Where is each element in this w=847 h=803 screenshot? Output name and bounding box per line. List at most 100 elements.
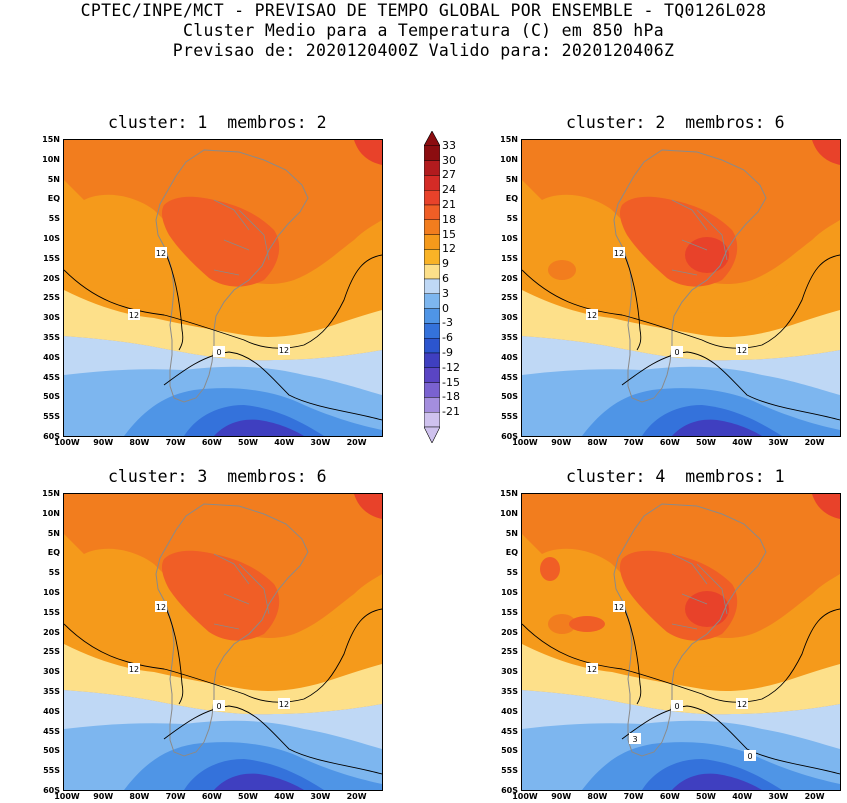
colorbar-label: 24: [442, 183, 456, 197]
colorbar-label: 27: [442, 168, 456, 182]
colorbar-label: 18: [442, 212, 456, 226]
title-line-2: Cluster Medio para a Temperatura (C) em …: [183, 21, 664, 40]
lon-tick-label: 40W: [732, 438, 753, 447]
colorbar-label: 12: [442, 242, 456, 256]
colorbar-label: 15: [442, 227, 456, 241]
lat-tick-label: 45S: [43, 726, 60, 736]
contour-label-12: 12: [614, 249, 624, 258]
lat-tick-label: 30S: [43, 667, 60, 677]
lon-tick-label: 100W: [54, 438, 80, 447]
lon-tick-label: 90W: [93, 438, 114, 447]
contour-label-12: 12: [129, 311, 139, 320]
lat-tick-label: 35S: [43, 333, 60, 342]
lat-tick-label: 40S: [501, 706, 518, 716]
contour-label-0: 0: [674, 702, 679, 711]
colorbar-label: 0: [442, 301, 449, 315]
lat-tick-label: 15N: [42, 489, 60, 498]
colorbar-swatch: [424, 323, 440, 339]
lon-tick-label: 30W: [310, 792, 331, 801]
lon-tick-label: 80W: [587, 792, 608, 801]
lat-tick-label: 50S: [43, 746, 60, 756]
colorbar-swatch: [424, 190, 440, 206]
lat-tick-label: 5N: [47, 528, 60, 538]
lat-tick-label: EQ: [505, 548, 518, 558]
lon-tick-label: 70W: [165, 792, 186, 801]
lat-tick-label: 15N: [42, 135, 60, 144]
map-cluster-3: 12 12 12 0: [63, 493, 383, 791]
lon-tick-label: 60W: [659, 438, 680, 447]
lon-tick-label: 30W: [768, 792, 789, 801]
colorbar-label: -6: [442, 331, 453, 345]
lat-tick-label: 60S: [501, 432, 518, 441]
lat-tick-label: 30S: [501, 667, 518, 677]
lon-tick-label: 60W: [201, 792, 222, 801]
colorbar-swatch: [424, 234, 440, 250]
colorbar-swatch: [424, 263, 440, 280]
lat-tick-label: 50S: [501, 746, 518, 756]
colorbar-swatch: [424, 175, 440, 191]
lon-tick-label: 30W: [768, 438, 789, 447]
contour-label-12: 12: [587, 311, 597, 320]
lat-tick-label: 15S: [43, 607, 60, 617]
map-cluster-2: 12 12 12 0: [521, 139, 841, 437]
lon-tick-label: 80W: [129, 438, 150, 447]
colorbar-label: 9: [442, 257, 449, 271]
colorbar-swatch: [424, 160, 440, 176]
lon-tick-label: 80W: [587, 438, 608, 447]
lat-tick-label: 25S: [501, 293, 518, 303]
colorbar-label: 33: [442, 138, 456, 152]
lat-tick-label: 25S: [43, 293, 60, 303]
lat-tick-label: 25S: [43, 647, 60, 657]
lon-tick-label: 40W: [274, 438, 295, 447]
contour-label-12: 12: [156, 249, 166, 258]
lat-tick-label: 40S: [43, 706, 60, 716]
lon-tick-label: 20W: [346, 792, 367, 801]
lon-tick-label: 90W: [551, 792, 572, 801]
lon-tick-label: 20W: [804, 792, 825, 801]
lat-tick-label: 10N: [42, 154, 60, 164]
colorbar-label: -15: [442, 375, 460, 389]
contour-label-12: 12: [279, 346, 289, 355]
map-cluster-4: 12 12 12 0 3 0: [521, 493, 841, 791]
lat-tick-label: 45S: [501, 372, 518, 382]
lon-tick-label: 50W: [238, 792, 258, 801]
colorbar: [424, 131, 440, 443]
lat-tick-label: 5N: [47, 174, 60, 184]
lat-tick-label: 5S: [506, 568, 518, 578]
lon-tick-label: 50W: [238, 438, 258, 447]
contour-label-0: 0: [216, 348, 221, 357]
colorbar-swatch: [424, 293, 440, 309]
lat-tick-label: 40S: [501, 352, 518, 362]
lat-tick-label: EQ: [505, 194, 518, 204]
lon-tick-label: 80W: [129, 792, 150, 801]
panel-title-4: cluster: 4 membros: 1: [566, 467, 785, 486]
lat-tick-label: 45S: [501, 726, 518, 736]
lat-tick-label: 10N: [42, 508, 60, 518]
contour-label-12: 12: [737, 700, 747, 709]
lat-tick-label: 15N: [500, 489, 518, 498]
lat-tick-label: 5S: [48, 568, 60, 578]
lat-tick-label: 10N: [500, 508, 518, 518]
lat-tick-label: 5N: [505, 174, 518, 184]
colorbar-swatch: [424, 308, 440, 324]
colorbar-label: -9: [442, 346, 453, 359]
contour-label-3: 3: [632, 735, 637, 744]
map-cluster-1: 12 12 12 0: [63, 139, 383, 437]
lon-tick-label: 20W: [804, 438, 825, 447]
lat-tick-label: 15S: [501, 607, 518, 617]
colorbar-swatch: [424, 382, 440, 398]
lon-tick-label: 50W: [696, 792, 716, 801]
lon-tick-label: 20W: [346, 438, 367, 447]
lat-tick-label: 60S: [501, 786, 518, 795]
colorbar-swatch: [424, 278, 440, 295]
contour-label-12: 12: [614, 603, 624, 612]
contour-label-0: 0: [747, 752, 752, 761]
panel-title-2: cluster: 2 membros: 6: [566, 113, 785, 132]
lon-tick-label: 90W: [551, 438, 572, 447]
contour-label-0: 0: [674, 348, 679, 357]
lon-tick-label: 90W: [93, 792, 114, 801]
lon-tick-label: 60W: [201, 438, 222, 447]
colorbar-swatch: [424, 337, 440, 354]
panel-title-3: cluster: 3 membros: 6: [108, 467, 327, 486]
lat-tick-label: 10S: [501, 588, 518, 597]
